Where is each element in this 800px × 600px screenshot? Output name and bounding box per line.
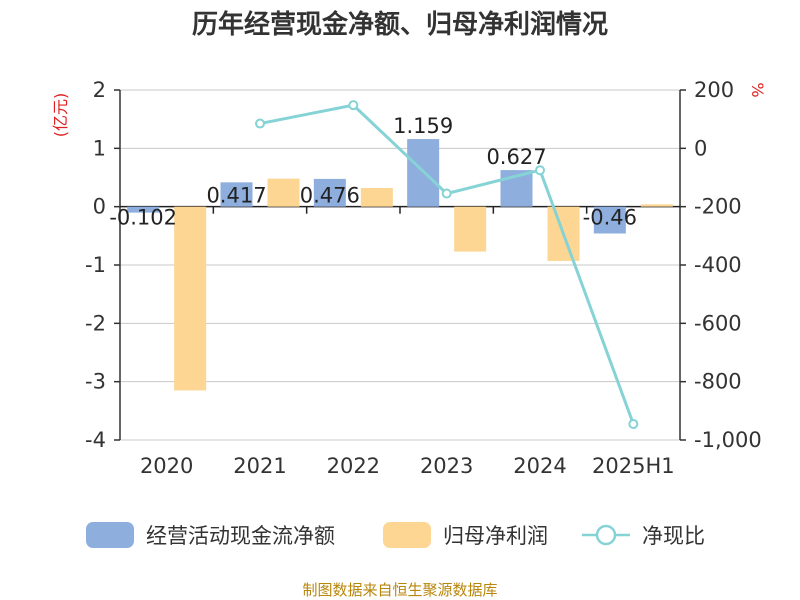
bar-netprofit [267,178,300,207]
ratio-point [255,118,265,129]
left-axis-unit: (亿元) [51,93,70,138]
bar-cashflow [313,178,346,207]
source-note: 制图数据来自恒生聚源数据库 [302,581,497,599]
chart-title: 历年经营现金净额、归母净利润情况 [192,9,608,40]
data-label-cashflow: 0.627 [486,145,546,169]
x-tick-label: 2024 [513,454,566,478]
bar-netprofit [640,204,673,207]
legend: 经营活动现金流净额 归母净利润 净现比 [86,522,705,548]
right-axis-unit: % [748,82,767,97]
right-tick-label: 0 [694,136,707,160]
legend-swatch-netprofit [383,522,431,548]
gridlines [120,89,680,441]
x-tick-label: 2020 [140,454,193,478]
right-tick-label: -1,000 [694,428,762,452]
bar-netprofit [360,188,393,207]
left-tick-label: -3 [85,370,106,394]
legend-label-cashflow: 经营活动现金流净额 [146,524,335,548]
x-tick-label: 2025H1 [592,454,675,478]
ratio-point [441,188,452,199]
data-label-cashflow: 1.159 [393,114,453,138]
right-tick-label: -200 [694,195,742,219]
bar-cashflow [593,206,626,234]
left-tick-label: 0 [93,195,106,219]
legend-label-ratio: 净现比 [642,524,705,548]
right-tick-label: -600 [694,311,742,335]
right-tick-label: -800 [694,370,742,394]
x-axis-ticks: 2020 2021 2022 2023 2024 2025H1 [140,206,675,478]
ratio-line [255,100,639,429]
data-labels: -0.102 0.417 0.476 1.159 0.627 -0.46 [109,114,637,230]
bar-cashflow [127,206,160,213]
bar-netprofit [174,206,207,391]
data-label-cashflow: -0.102 [109,206,177,230]
bar-netprofit [454,206,487,252]
right-tick-label: -400 [694,253,742,277]
legend-swatch-cashflow [86,522,134,548]
data-label-cashflow: 0.417 [206,184,266,208]
right-tick-label: 200 [694,78,734,102]
left-tick-label: 1 [93,136,106,160]
legend-marker-ratio [595,524,617,546]
left-tick-label: -2 [85,311,106,335]
ratio-point [628,418,639,429]
left-tick-label: 2 [93,78,106,102]
x-tick-label: 2022 [327,454,380,478]
ratio-point [348,100,359,111]
data-label-cashflow: 0.476 [300,184,360,208]
x-tick-label: 2021 [233,454,286,478]
right-axis-ticks: 200 0 -200 -400 -600 -800 -1,000 [680,78,762,452]
left-tick-label: -1 [85,253,106,277]
left-axis-ticks: 2 1 0 -1 -2 -3 -4 [85,78,120,452]
ratio-point [535,165,545,176]
bar-cashflow [220,182,253,207]
data-label-cashflow: -0.46 [583,206,637,230]
x-tick-label: 2023 [420,454,473,478]
left-tick-label: -4 [85,428,106,452]
bars [127,139,673,391]
legend-label-netprofit: 归母净利润 [443,524,548,548]
